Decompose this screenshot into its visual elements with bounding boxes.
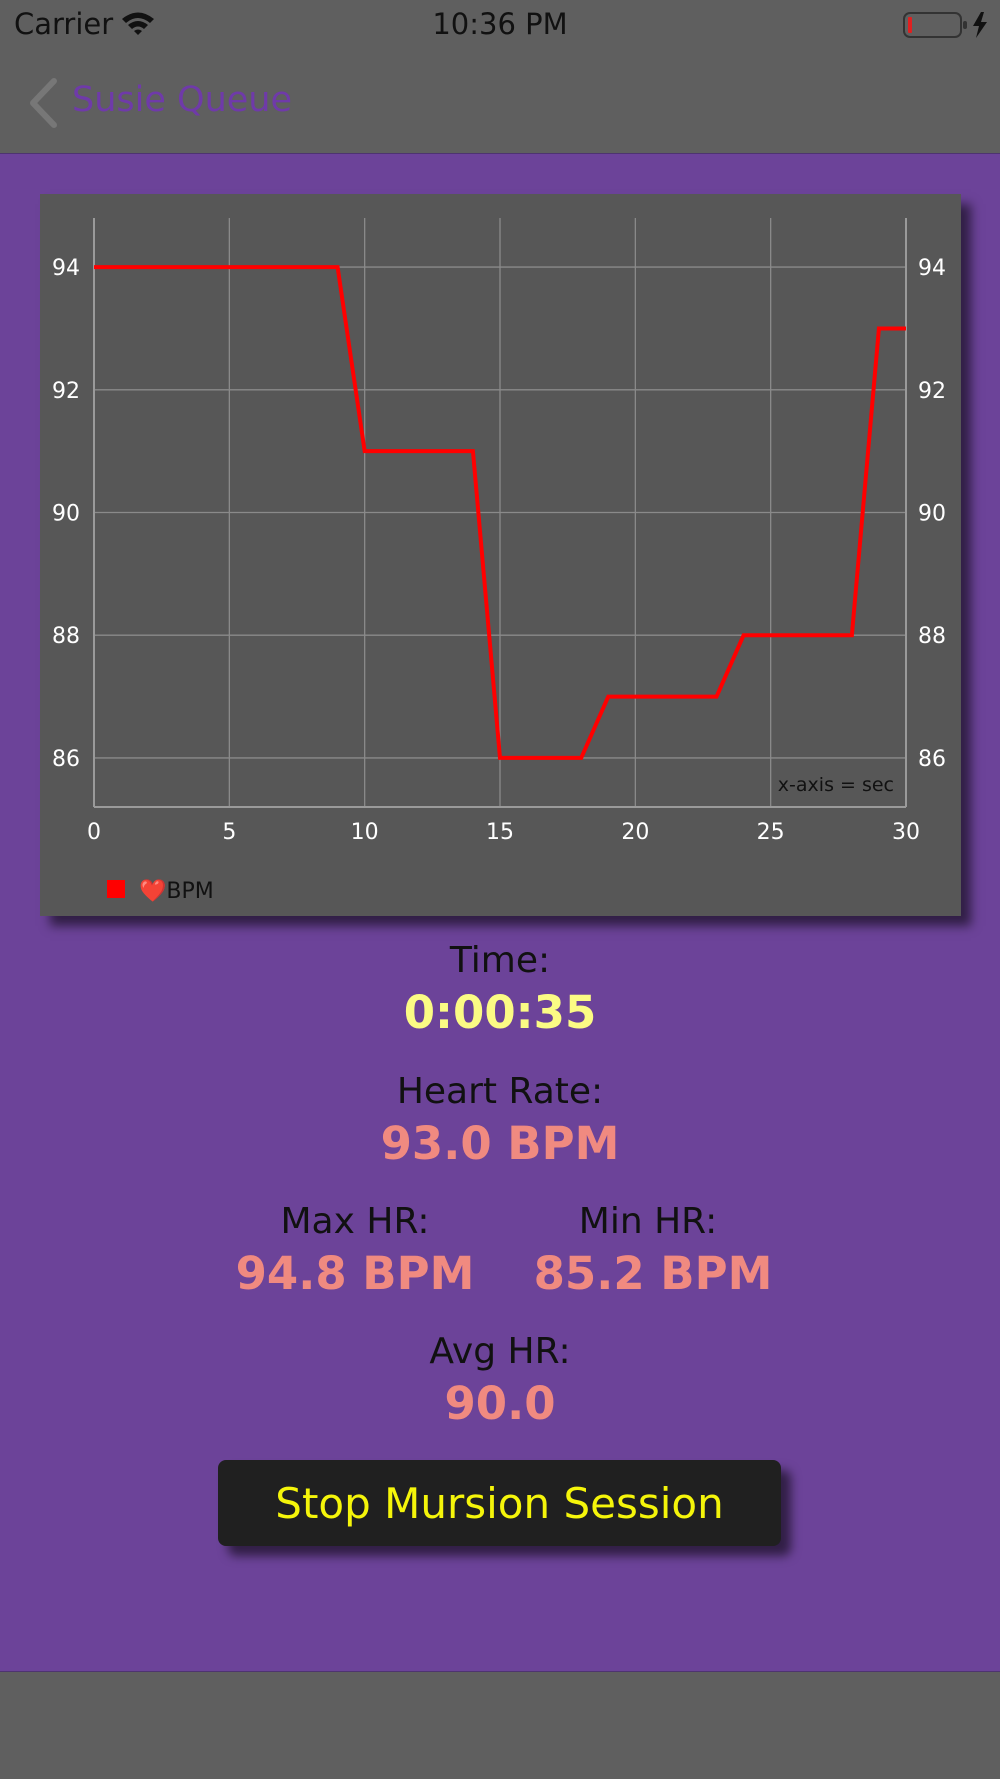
y-tick-label-left: 92 [52, 379, 80, 404]
legend-swatch [107, 880, 125, 898]
y-tick-label-right: 90 [918, 502, 946, 527]
y-tick-label-right: 88 [918, 624, 946, 649]
y-tick-label-left: 88 [52, 624, 80, 649]
x-tick-label: 10 [351, 820, 379, 845]
x-tick-label: 15 [486, 820, 514, 845]
avg-hr-label: Avg HR: [429, 1331, 571, 1372]
x-axis-unit-annotation: x-axis = sec [778, 774, 894, 796]
x-tick-label: 20 [621, 820, 649, 845]
bottom-bar [0, 1671, 1000, 1779]
y-tick-label-right: 86 [918, 747, 946, 772]
max-hr-value: 94.8 BPM [235, 1247, 475, 1300]
max-hr-label: Max HR: [280, 1201, 430, 1242]
wifi-icon [122, 12, 154, 35]
battery-charging-icon [903, 12, 987, 38]
time-label: Time: [449, 940, 551, 981]
back-chevron-icon[interactable] [28, 78, 58, 128]
chart-canvas: 0 5 10 15 20 25 30 86 86 88 88 90 90 92 92 94 94 x-axis =… [52, 218, 946, 904]
series-line-bpm [94, 265, 906, 760]
y-tick-label-right: 94 [918, 256, 946, 281]
avg-hr-value: 90.0 [444, 1377, 556, 1430]
top-bar: Carrier 10:36 PM Susie Queue [0, 0, 1000, 154]
y-tick-label-left: 86 [52, 747, 80, 772]
heart-rate-chart: 0 5 10 15 20 25 30 86 86 88 88 90 90 92 92 94 94 x-axis =… [40, 194, 961, 916]
min-hr-value: 85.2 BPM [533, 1247, 773, 1300]
y-tick-label-left: 90 [52, 502, 80, 527]
min-hr-label: Min HR: [578, 1201, 718, 1242]
heart-rate-label: Heart Rate: [396, 1071, 604, 1112]
x-tick-label: 5 [222, 820, 236, 845]
x-tick-label: 30 [892, 820, 920, 845]
carrier-label: Carrier [14, 7, 114, 41]
heart-rate-value: 93.0 BPM [380, 1117, 620, 1170]
x-tick-label: 25 [757, 820, 785, 845]
y-tick-label-left: 94 [52, 256, 80, 281]
x-tick-label: 0 [87, 820, 101, 845]
time-value: 0:00:35 [403, 986, 597, 1039]
back-button-label[interactable]: Susie Queue [72, 80, 292, 120]
stop-session-button[interactable]: Stop Mursion Session [218, 1460, 781, 1546]
y-tick-label-right: 92 [918, 379, 946, 404]
status-time: 10:36 PM [432, 7, 568, 41]
legend-label: ❤️BPM [139, 878, 214, 904]
